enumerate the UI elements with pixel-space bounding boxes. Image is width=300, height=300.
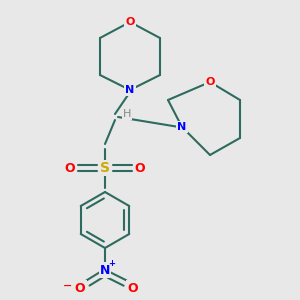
Text: O: O	[125, 17, 135, 27]
Text: +: +	[109, 260, 116, 268]
Text: N: N	[177, 122, 187, 132]
Text: O: O	[65, 161, 75, 175]
Text: O: O	[135, 161, 145, 175]
Text: S: S	[100, 161, 110, 175]
Text: N: N	[100, 263, 110, 277]
Text: O: O	[205, 77, 215, 87]
Text: O: O	[128, 281, 138, 295]
Text: H: H	[123, 109, 131, 119]
Text: N: N	[125, 85, 135, 95]
Text: O: O	[75, 281, 85, 295]
Text: −: −	[63, 281, 73, 291]
